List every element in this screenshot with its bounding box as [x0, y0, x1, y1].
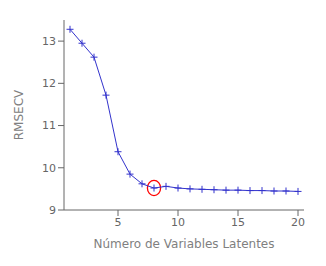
svg-text:10: 10	[171, 216, 185, 229]
svg-text:Número de Variables Latentes: Número de Variables Latentes	[93, 237, 274, 251]
svg-text:10: 10	[42, 162, 56, 175]
svg-text:11: 11	[42, 119, 56, 132]
svg-text:5: 5	[115, 216, 122, 229]
svg-text:15: 15	[231, 216, 245, 229]
svg-text:RMSECV: RMSECV	[12, 89, 26, 140]
svg-text:12: 12	[42, 77, 56, 90]
svg-text:20: 20	[291, 216, 305, 229]
svg-text:13: 13	[42, 35, 56, 48]
svg-text:9: 9	[49, 204, 56, 217]
